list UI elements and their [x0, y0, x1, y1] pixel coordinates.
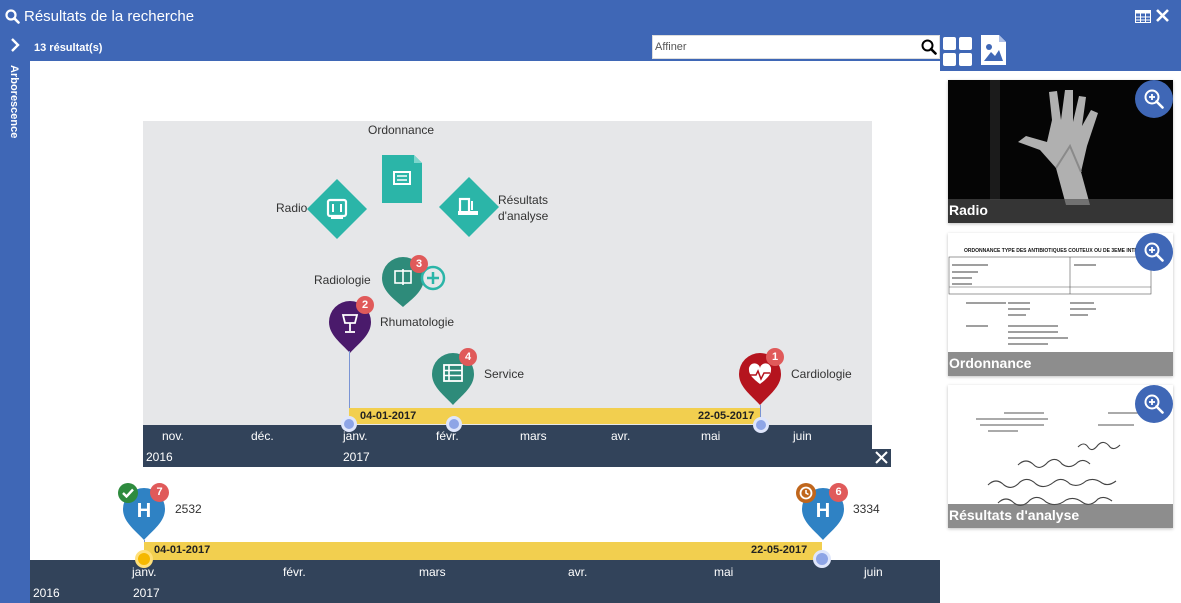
stay-id: 2532	[175, 502, 202, 516]
timeline-handle[interactable]	[753, 417, 769, 433]
stay-id: 3334	[853, 502, 880, 516]
count-badge: 1	[766, 348, 784, 366]
search-icon	[5, 9, 20, 24]
grid-view-icon[interactable]	[943, 37, 972, 66]
pin-stem	[349, 351, 350, 424]
year-label: 2017	[343, 450, 370, 464]
close-icon[interactable]	[1155, 8, 1170, 23]
month-label: mai	[701, 429, 721, 443]
window-title: Résultats de la recherche	[24, 8, 195, 25]
zoom-button[interactable]	[1135, 233, 1173, 271]
thumbnail-caption: Résultats d'analyse	[948, 504, 1173, 528]
timeline-panel: Ordonnance Radio Résultats d'analyse Rad…	[143, 121, 891, 467]
category-label-ordonnance: Ordonnance	[368, 123, 435, 137]
thumbnail-caption: Radio	[948, 199, 1173, 223]
month-label: févr.	[436, 429, 459, 443]
tree-sidebar: Arborescence	[0, 33, 30, 603]
month-label: déc.	[251, 429, 274, 443]
category-label-radio: Radio	[276, 201, 308, 215]
count-badge: 7	[150, 483, 169, 502]
handwritten-document-preview	[976, 412, 1138, 506]
zoom-in-icon	[1144, 242, 1164, 262]
start-date: 04-01-2017	[154, 544, 211, 556]
table-view-icon[interactable]	[1135, 10, 1151, 23]
end-date: 22-05-2017	[698, 410, 755, 422]
svg-text:H: H	[816, 500, 830, 522]
refine-search-input[interactable]	[655, 38, 917, 56]
month-label: janv.	[132, 565, 157, 579]
service-label-radiologie: Radiologie	[314, 273, 371, 287]
month-label: juin	[864, 565, 883, 579]
bottom-timeline: 04-01-2017 22-05-2017 janv. févr. mars a…	[30, 540, 940, 603]
month-label: juin	[793, 429, 812, 443]
document-heading: ORDONNANCE TYPE DES ANTIBIOTIQUES COUTEU…	[964, 248, 1154, 254]
year-label: 2016	[33, 586, 60, 600]
image-view-icon[interactable]	[980, 34, 1007, 66]
year-label: 2017	[133, 586, 160, 600]
search-icon[interactable]	[921, 39, 937, 55]
check-icon	[118, 483, 138, 503]
documents-toolbar	[940, 33, 1181, 71]
month-label: févr.	[283, 565, 306, 579]
count-badge: 3	[410, 255, 428, 273]
service-label-rhumatologie: Rhumatologie	[380, 315, 455, 329]
month-label: mars	[419, 565, 446, 579]
count-badge: 4	[459, 348, 477, 366]
lab-icon[interactable]	[439, 177, 499, 237]
timeline-handle[interactable]	[341, 416, 357, 432]
timeline-handle[interactable]	[135, 550, 153, 568]
category-label-analyses: Résultats d'analyse	[498, 193, 549, 223]
rheumatology-pin[interactable]	[329, 299, 371, 355]
clock-icon	[796, 483, 816, 503]
documents-panel: Radio ORDONNANCE TYPE DES ANTIBIOTIQUES …	[940, 33, 1181, 603]
zoom-in-icon	[1144, 394, 1164, 414]
service-label-service: Service	[484, 367, 525, 381]
service-label-cardiologie: Cardiologie	[791, 367, 852, 381]
month-axis	[30, 560, 940, 603]
count-badge: 2	[356, 296, 374, 314]
month-label: mars	[520, 429, 547, 443]
month-label: janv.	[343, 429, 368, 443]
document-icon[interactable]	[382, 155, 422, 203]
refine-search	[652, 35, 940, 59]
close-icon	[875, 451, 888, 464]
service-pin[interactable]	[432, 351, 474, 407]
count-badge: 6	[829, 483, 848, 502]
month-label: avr.	[611, 429, 631, 443]
zoom-in-icon	[1144, 89, 1164, 109]
start-date: 04-01-2017	[360, 410, 417, 422]
thumbnail-caption: Ordonnance	[948, 352, 1173, 376]
timeline-handle[interactable]	[446, 416, 462, 432]
sidebar-label[interactable]: Arborescence	[8, 65, 20, 139]
document-preview-lines	[948, 256, 1152, 345]
close-timeline-button[interactable]	[872, 449, 891, 467]
month-label: nov.	[162, 429, 184, 443]
year-label: 2016	[146, 450, 173, 464]
chevron-right-icon[interactable]	[10, 38, 20, 52]
window-titlebar: Résultats de la recherche	[0, 0, 1181, 33]
end-date: 22-05-2017	[751, 544, 808, 556]
document-thumbnail-ordonnance[interactable]: ORDONNANCE TYPE DES ANTIBIOTIQUES COUTEU…	[948, 233, 1173, 376]
results-count: 13 résultat(s)	[34, 42, 103, 54]
month-label: avr.	[568, 565, 588, 579]
month-axis	[143, 425, 872, 467]
document-thumbnail-radio[interactable]: Radio	[948, 80, 1173, 223]
cardiology-pin[interactable]	[739, 351, 781, 407]
zoom-button[interactable]	[1135, 385, 1173, 423]
xray-icon[interactable]	[307, 179, 367, 239]
month-label: mai	[714, 565, 734, 579]
document-thumbnail-analyses[interactable]: Résultats d'analyse	[948, 385, 1173, 528]
pin-stem	[760, 405, 761, 424]
date-range-bar	[144, 542, 822, 560]
timeline-handle[interactable]	[813, 550, 831, 568]
zoom-button[interactable]	[1135, 80, 1173, 118]
svg-text:H: H	[137, 500, 151, 522]
